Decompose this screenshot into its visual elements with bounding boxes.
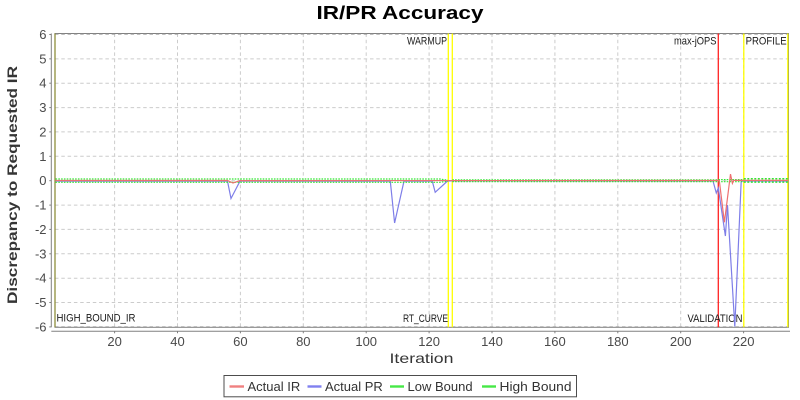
svg-text:Actual PR: Actual PR <box>325 379 383 394</box>
svg-text:200: 200 <box>670 334 692 349</box>
svg-text:Actual IR: Actual IR <box>248 379 301 394</box>
svg-text:60: 60 <box>233 334 247 349</box>
svg-text:100: 100 <box>355 334 377 349</box>
svg-text:180: 180 <box>607 334 629 349</box>
svg-text:220: 220 <box>733 334 755 349</box>
svg-text:RT_CURVE: RT_CURVE <box>403 313 448 325</box>
svg-text:-4: -4 <box>35 271 47 286</box>
svg-text:PROFILE: PROFILE <box>746 36 787 48</box>
svg-text:WARMUP: WARMUP <box>407 36 447 48</box>
svg-text:0: 0 <box>39 173 46 188</box>
svg-text:80: 80 <box>296 334 310 349</box>
svg-text:40: 40 <box>170 334 184 349</box>
svg-text:-1: -1 <box>35 198 47 213</box>
svg-text:120: 120 <box>418 334 440 349</box>
svg-text:1: 1 <box>39 149 46 164</box>
svg-text:5: 5 <box>39 51 46 66</box>
svg-text:2: 2 <box>39 124 46 139</box>
svg-text:Discrepancy to Requested IR: Discrepancy to Requested IR <box>4 66 20 304</box>
svg-text:6: 6 <box>39 27 46 42</box>
svg-text:max-jOPS: max-jOPS <box>674 36 717 48</box>
svg-text:160: 160 <box>544 334 566 349</box>
svg-text:-3: -3 <box>35 246 47 261</box>
svg-text:HIGH_BOUND_IR: HIGH_BOUND_IR <box>57 313 136 325</box>
svg-text:-2: -2 <box>35 222 47 237</box>
svg-text:-6: -6 <box>35 319 47 334</box>
svg-text:140: 140 <box>481 334 503 349</box>
svg-text:20: 20 <box>107 334 121 349</box>
svg-text:VALIDATION: VALIDATION <box>688 313 743 325</box>
svg-text:High Bound: High Bound <box>500 379 572 394</box>
svg-text:IR/PR Accuracy: IR/PR Accuracy <box>317 3 484 23</box>
svg-text:-5: -5 <box>35 295 47 310</box>
svg-text:Low Bound: Low Bound <box>408 379 473 394</box>
svg-text:4: 4 <box>39 76 46 91</box>
svg-text:3: 3 <box>39 100 46 115</box>
svg-text:Iteration: Iteration <box>390 350 454 366</box>
